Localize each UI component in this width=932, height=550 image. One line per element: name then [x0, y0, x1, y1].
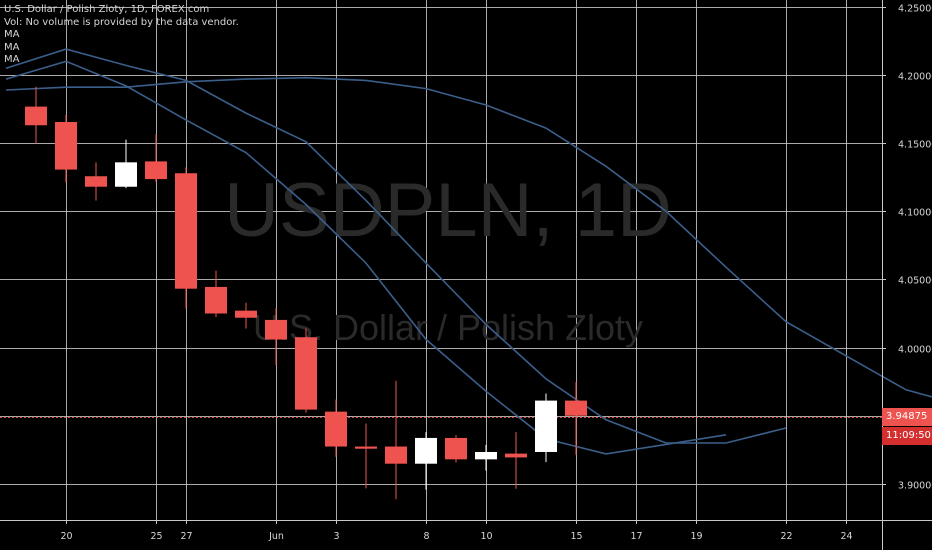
x-tick-label: 3: [333, 531, 339, 542]
chart-legend: U.S. Dollar / Polish Zloty, 1D, FOREX.co…: [4, 4, 239, 67]
candle: [85, 162, 107, 201]
x-tick-label: 22: [780, 531, 792, 542]
candle-body: [565, 400, 587, 416]
candle: [415, 432, 437, 490]
x-tick-label: 19: [690, 531, 702, 542]
candle: [445, 435, 467, 463]
candle-body: [445, 437, 467, 460]
candle: [535, 393, 557, 463]
y-tick-label: 4.25000: [898, 4, 932, 15]
x-tick-label: 15: [570, 531, 582, 542]
watermark-name: U.S. Dollar / Polish Zloty: [253, 307, 643, 348]
x-tick-label: Jun: [268, 531, 284, 542]
candle-body: [145, 161, 167, 180]
candle: [175, 167, 197, 309]
candle: [205, 270, 227, 318]
candle-body: [235, 310, 257, 318]
y-tick-label: 4.00000: [898, 345, 932, 356]
x-tick-label: 8: [423, 531, 429, 542]
candle: [385, 380, 407, 500]
candle-body: [385, 446, 407, 464]
candle-body: [85, 176, 107, 187]
candle: [265, 308, 287, 365]
x-tick-label: 24: [840, 531, 852, 542]
candles: [25, 86, 587, 500]
moving-average-line: [5, 48, 787, 444]
candle: [295, 328, 317, 413]
symbol-title[interactable]: U.S. Dollar / Polish Zloty, 1D, FOREX.co…: [4, 4, 210, 15]
candle-body: [505, 453, 527, 458]
candle-body: [475, 451, 497, 460]
candle-body: [355, 446, 377, 449]
countdown-tag: 11:09:50: [882, 427, 932, 446]
moving-averages: [5, 48, 932, 455]
ma-label-1[interactable]: MA: [4, 29, 20, 40]
candle: [55, 114, 77, 183]
candle-body: [205, 286, 227, 314]
candle: [115, 139, 137, 189]
y-tick-label: 4.20000: [898, 72, 932, 83]
candle: [475, 444, 497, 471]
candle: [355, 423, 377, 489]
x-tick-label: 17: [630, 531, 642, 542]
candle-body: [535, 400, 557, 452]
candle: [325, 399, 347, 457]
y-tick-label: 4.10000: [898, 208, 932, 219]
ma-label-3[interactable]: MA: [4, 54, 20, 65]
candle-body: [325, 411, 347, 447]
candle: [505, 432, 527, 489]
ma-label-2[interactable]: MA: [4, 41, 20, 53]
candle: [565, 382, 587, 455]
y-tick-label: 3.90000: [898, 481, 932, 492]
candle-body: [415, 437, 437, 464]
candle-body: [115, 162, 137, 187]
watermark-symbol: USDPLN, 1D: [224, 168, 672, 253]
candle: [25, 86, 47, 144]
candle: [235, 302, 257, 329]
y-tick-label: 4.15000: [898, 140, 932, 151]
candle-body: [295, 337, 317, 410]
x-tick-label: 27: [180, 531, 192, 542]
x-tick-label: 20: [60, 531, 72, 542]
candle-body: [25, 106, 47, 126]
current-price-tag: 3.94875: [882, 408, 932, 427]
candle-body: [265, 319, 287, 340]
time-axis[interactable]: 20 25 27 Jun 3 8 10 15 17 19 22 24: [0, 520, 932, 542]
volume-note: Vol: No volume is provided by the data v…: [4, 16, 239, 28]
candle: [145, 133, 167, 182]
candle-body: [55, 121, 77, 170]
x-tick-label: 10: [480, 531, 492, 542]
x-tick-label: 25: [150, 531, 162, 542]
candle-body: [175, 173, 197, 289]
y-tick-label: 4.05000: [898, 276, 932, 287]
moving-average-line: [5, 60, 727, 455]
moving-average-line: [5, 76, 932, 398]
